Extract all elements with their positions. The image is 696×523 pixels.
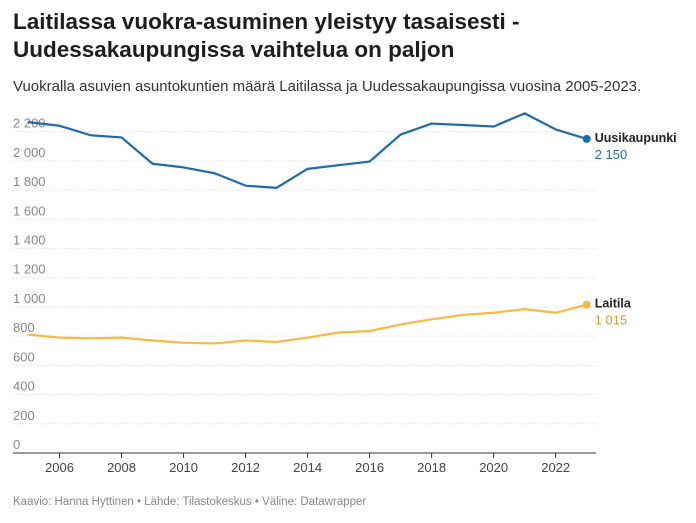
y-tick-label: 1 400 (13, 232, 46, 247)
y-tick-label: 600 (13, 349, 35, 364)
y-tick-label: 1 600 (13, 203, 46, 218)
x-tick-label: 2006 (45, 460, 74, 475)
y-axis-labels: 0 200 400 600 800 1 000 1 200 1 400 1 600 1 800 2 … (13, 116, 46, 452)
series-name-uusikaupunki: Uusikaupunki (595, 131, 677, 145)
y-tick-label: 1 800 (13, 174, 46, 189)
x-tick-label: 2014 (293, 460, 322, 475)
x-tick-label: 2008 (107, 460, 136, 475)
series-line-laitila (27, 303, 588, 345)
x-tick-label: 2016 (355, 460, 384, 475)
y-tick-label: 1 200 (13, 262, 46, 277)
chart-footer-notes: Kaavio: Hanna Hyttinen • Lähde: Tilastok… (13, 496, 367, 508)
series-value-laitila: 1 015 (595, 313, 628, 328)
y-tick-label: 400 (13, 379, 35, 394)
x-tick-label: 2010 (169, 460, 198, 475)
series-value-uusikaupunki: 2 150 (595, 147, 628, 162)
chart-title: Laitilassa vuokra-asuminen yleistyy tasa… (13, 9, 520, 62)
x-axis (13, 452, 596, 458)
x-tick-label: 2020 (479, 460, 508, 475)
x-tick-label: 2012 (231, 460, 260, 475)
x-tick-label: 2022 (541, 460, 570, 475)
y-tick-label: 2 000 (13, 145, 46, 160)
y-tick-label: 0 (13, 437, 20, 452)
series-name-laitila: Laitila (595, 297, 632, 311)
series-end-point-uusikaupunki (582, 134, 591, 143)
chart-subtitle: Vuokralla asuvien asuntokuntien määrä La… (13, 78, 642, 95)
y-tick-label: 800 (13, 320, 35, 335)
series-line-uusikaupunki (27, 112, 588, 189)
x-tick-label: 2018 (417, 460, 446, 475)
grid-lines (13, 131, 596, 425)
x-axis-labels: 2006 2008 2010 2012 2014 2016 2018 2020 2022 (45, 460, 570, 475)
y-tick-label: 1 000 (13, 291, 46, 306)
series-end-point-laitila (582, 300, 591, 309)
y-tick-label: 200 (13, 408, 35, 423)
series-lines (27, 112, 591, 345)
series-labels: Uusikaupunki 2 150 Laitila 1 015 (595, 131, 677, 328)
